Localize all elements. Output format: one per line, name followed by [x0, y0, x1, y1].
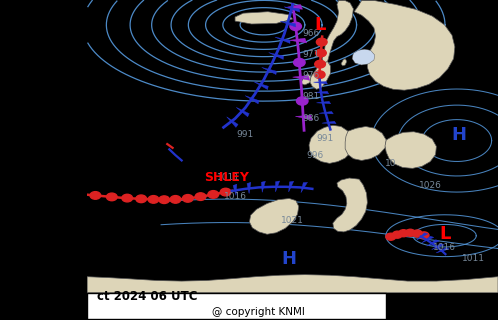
- Circle shape: [296, 97, 308, 105]
- Polygon shape: [261, 181, 265, 192]
- Circle shape: [90, 192, 101, 199]
- Polygon shape: [352, 49, 374, 65]
- Polygon shape: [280, 21, 296, 27]
- Polygon shape: [301, 74, 311, 85]
- Circle shape: [148, 196, 159, 203]
- Polygon shape: [310, 61, 330, 89]
- Polygon shape: [316, 101, 331, 104]
- Circle shape: [419, 232, 429, 239]
- Polygon shape: [354, 1, 455, 90]
- Polygon shape: [417, 233, 428, 240]
- Polygon shape: [385, 132, 436, 168]
- Circle shape: [412, 230, 422, 237]
- Text: ct 2024 06 UTC: ct 2024 06 UTC: [97, 291, 198, 303]
- Text: SHLEY: SHLEY: [204, 171, 249, 184]
- Text: 966: 966: [302, 29, 320, 38]
- Text: 996: 996: [307, 151, 324, 160]
- Text: 986: 986: [302, 114, 320, 123]
- FancyBboxPatch shape: [87, 292, 386, 319]
- Polygon shape: [284, 7, 300, 12]
- Text: 10: 10: [385, 159, 397, 168]
- Circle shape: [316, 49, 326, 57]
- Circle shape: [107, 193, 117, 201]
- Polygon shape: [289, 38, 307, 43]
- Polygon shape: [436, 247, 449, 253]
- Polygon shape: [432, 244, 444, 250]
- Text: 981: 981: [302, 92, 320, 101]
- Polygon shape: [233, 184, 237, 196]
- Text: 1016: 1016: [224, 192, 247, 201]
- Polygon shape: [322, 1, 354, 63]
- Polygon shape: [245, 96, 259, 104]
- Polygon shape: [247, 182, 251, 194]
- Circle shape: [159, 196, 169, 204]
- Circle shape: [316, 38, 327, 46]
- Polygon shape: [341, 59, 347, 66]
- Circle shape: [392, 231, 402, 238]
- Circle shape: [405, 229, 415, 236]
- Text: H: H: [281, 250, 296, 268]
- Text: L: L: [439, 225, 450, 243]
- Polygon shape: [275, 181, 280, 192]
- Circle shape: [315, 60, 325, 68]
- Polygon shape: [249, 198, 299, 234]
- Polygon shape: [275, 37, 290, 44]
- Polygon shape: [309, 125, 354, 164]
- Circle shape: [136, 195, 146, 203]
- Polygon shape: [227, 117, 238, 127]
- Text: 1026: 1026: [419, 180, 442, 189]
- Circle shape: [122, 194, 132, 202]
- Polygon shape: [345, 126, 386, 160]
- Circle shape: [398, 230, 408, 237]
- Circle shape: [290, 22, 301, 30]
- Polygon shape: [295, 115, 312, 120]
- Text: 1011: 1011: [462, 254, 485, 263]
- Polygon shape: [254, 82, 268, 90]
- Text: 1016: 1016: [433, 243, 456, 252]
- Text: 991: 991: [237, 130, 254, 139]
- Polygon shape: [319, 111, 333, 114]
- Polygon shape: [289, 181, 294, 192]
- Circle shape: [220, 188, 231, 196]
- Text: 1011: 1011: [218, 173, 241, 182]
- Text: H: H: [452, 126, 467, 144]
- Polygon shape: [236, 108, 249, 117]
- Text: L: L: [315, 16, 326, 34]
- Polygon shape: [285, 4, 302, 9]
- Polygon shape: [422, 236, 434, 243]
- Polygon shape: [333, 178, 368, 232]
- Circle shape: [208, 191, 219, 198]
- Polygon shape: [261, 68, 276, 75]
- Circle shape: [195, 193, 206, 200]
- Polygon shape: [235, 12, 293, 24]
- Polygon shape: [268, 52, 283, 60]
- Circle shape: [294, 59, 305, 67]
- Text: 976: 976: [302, 71, 320, 80]
- Circle shape: [170, 196, 181, 203]
- Circle shape: [314, 71, 325, 78]
- Text: 971: 971: [302, 50, 320, 59]
- Text: 991: 991: [317, 134, 334, 143]
- Polygon shape: [315, 91, 329, 94]
- Circle shape: [182, 195, 193, 202]
- Polygon shape: [313, 82, 328, 84]
- Text: @ copyright KNMI: @ copyright KNMI: [212, 307, 304, 317]
- Polygon shape: [301, 182, 307, 193]
- Polygon shape: [87, 275, 498, 293]
- Polygon shape: [292, 76, 310, 80]
- Circle shape: [386, 233, 396, 240]
- Polygon shape: [427, 240, 439, 246]
- Text: 1021: 1021: [281, 216, 304, 225]
- Polygon shape: [322, 121, 336, 124]
